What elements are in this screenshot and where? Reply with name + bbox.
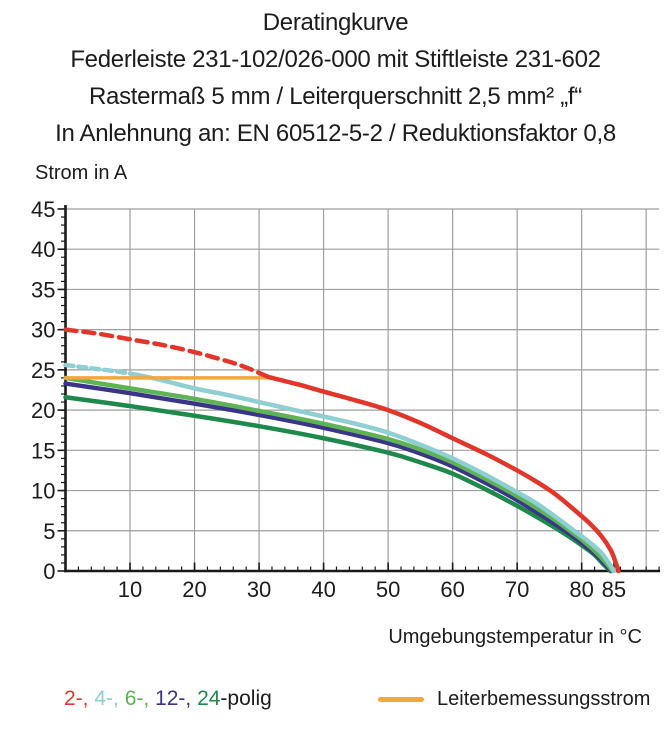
- curve-24-polig: [63, 394, 613, 574]
- y-tick-label: 15: [31, 438, 55, 463]
- y-tick-label: 45: [31, 197, 55, 222]
- curve-4-polig: [134, 372, 617, 574]
- curve-4-polig: [63, 362, 139, 377]
- x-tick-label: 10: [118, 577, 142, 602]
- curve-2-polig: [63, 327, 271, 380]
- y-tick-label: 20: [31, 398, 55, 423]
- y-tick-label: 30: [31, 318, 55, 343]
- y-axis-title: Strom in A: [35, 162, 128, 184]
- x-tick-label: 40: [311, 577, 335, 602]
- y-tick-label: 40: [31, 237, 55, 262]
- x-tick-label: 80: [569, 577, 593, 602]
- title-line-4: In Anlehnung an: EN 60512-5-2 / Reduktio…: [55, 120, 616, 147]
- curve-2-polig: [266, 374, 621, 574]
- rated-current-label: Leiterbemessungsstrom: [437, 688, 651, 710]
- legend-pole-part: 6-,: [124, 687, 156, 710]
- x-tick-label: 20: [182, 577, 206, 602]
- x-tick-label: 60: [440, 577, 464, 602]
- legend-pole-part: -polig: [220, 687, 272, 710]
- title-block: Deratingkurve Federleiste 231-102/026-00…: [0, 4, 671, 152]
- y-tick-label: 35: [31, 277, 55, 302]
- legend-rated-current: Leiterbemessungsstrom: [378, 688, 650, 711]
- legend-pole-part: 24: [197, 687, 221, 710]
- legend-poles: 2-, 4-, 6-, 12-, 24-polig: [64, 687, 272, 711]
- legend-pole-part: 2-,: [64, 687, 95, 710]
- x-tick-label: 50: [376, 577, 400, 602]
- legend-pole-part: 12-,: [155, 687, 198, 710]
- title-line-2: Federleiste 231-102/026-000 mit Stiftlei…: [70, 46, 601, 73]
- y-tick-label: 5: [43, 519, 55, 544]
- y-tick-label: 25: [31, 358, 55, 383]
- rated-current-line-swatch: [378, 697, 424, 702]
- x-tick-label: 30: [247, 577, 271, 602]
- y-tick-label: 10: [31, 479, 55, 504]
- y-tick-label: 0: [43, 559, 55, 584]
- x-axis-title: Umgebungstemperatur in °C: [388, 626, 642, 648]
- curve-6-polig: [63, 375, 615, 574]
- legend-pole-part: 4-,: [94, 687, 125, 710]
- title-line-1: Deratingkurve: [262, 9, 409, 36]
- x-tick-label: 85: [602, 577, 626, 602]
- title-line-3: Rastermaß 5 mm / Leiterquerschnitt 2,5 m…: [89, 83, 582, 110]
- x-tick-label: 70: [505, 577, 529, 602]
